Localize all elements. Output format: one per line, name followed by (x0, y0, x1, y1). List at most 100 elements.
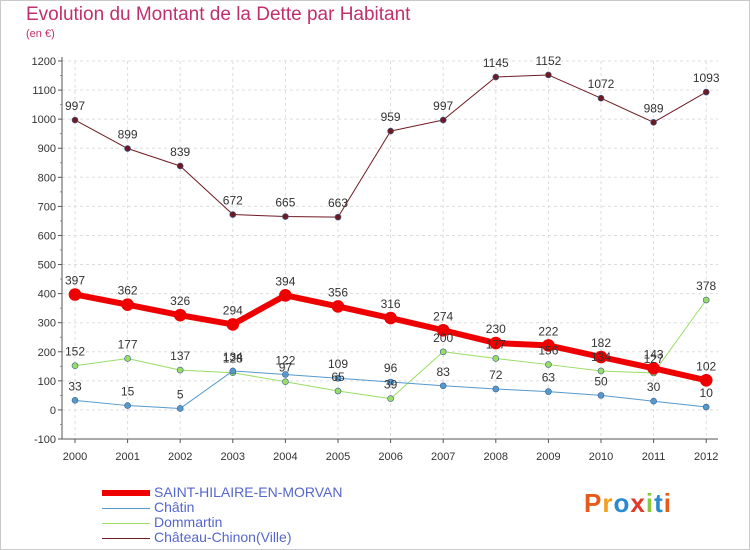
data-point-dommartin (492, 355, 500, 362)
data-label-ch-teau-chinon-ville: 997 (65, 99, 85, 113)
x-tick-label: 2007 (431, 451, 455, 463)
data-label-saint-hilaire-en-morvan: 356 (328, 285, 348, 299)
data-point-dommartin (334, 387, 342, 395)
data-point-dommartin (545, 361, 552, 368)
legend-swatch (102, 490, 150, 496)
data-label-saint-hilaire-en-morvan: 326 (170, 294, 190, 308)
logo-letter: P (584, 488, 603, 518)
data-label-saint-hilaire-en-morvan: 274 (433, 309, 453, 323)
data-point-ch-tin (71, 397, 79, 404)
data-label-saint-hilaire-en-morvan: 222 (538, 324, 558, 338)
data-label-saint-hilaire-en-morvan: 143 (644, 347, 664, 361)
logo-letter: i (663, 488, 672, 518)
data-point-dommartin (387, 395, 394, 402)
data-point-dommartin (176, 366, 184, 374)
y-tick-label: 600 (38, 230, 56, 242)
data-point-ch-teau-chinon-ville (650, 119, 657, 126)
data-point-ch-teau-chinon-ville (71, 116, 79, 124)
data-point-saint-hilaire-en-morvan (331, 300, 345, 313)
data-point-ch-tin (334, 374, 342, 382)
data-point-dommartin (702, 296, 710, 304)
data-label-dommartin: 128 (223, 352, 243, 366)
y-tick-label: 1100 (32, 85, 56, 97)
data-point-ch-teau-chinon-ville (387, 127, 394, 135)
logo-letter: r (602, 488, 614, 518)
logo-letter: o (613, 488, 631, 518)
chart-title: Evolution du Montant de la Dette par Hab… (26, 4, 411, 25)
x-tick-label: 2001 (115, 451, 139, 463)
logo-letter: x (630, 488, 646, 518)
data-label-dommartin: 378 (696, 279, 716, 293)
data-point-dommartin (282, 378, 289, 386)
x-tick-label: 2002 (168, 451, 192, 463)
logo-letter: i (645, 488, 655, 518)
data-point-saint-hilaire-en-morvan (699, 373, 713, 387)
data-point-saint-hilaire-en-morvan (489, 336, 503, 350)
chart-subtitle: (en €) (26, 28, 55, 40)
data-label-ch-teau-chinon-ville: 1145 (483, 56, 509, 70)
data-label-ch-teau-chinon-ville: 1093 (693, 71, 720, 85)
data-label-ch-tin: 15 (121, 385, 135, 399)
y-tick-label: -100 (34, 434, 56, 446)
data-point-ch-teau-chinon-ville (176, 162, 184, 170)
data-label-ch-teau-chinon-ville: 663 (328, 196, 348, 210)
data-point-saint-hilaire-en-morvan (226, 318, 240, 331)
grid (62, 60, 718, 440)
y-tick-label: 200 (38, 347, 56, 359)
legend-swatch (102, 522, 150, 524)
data-label-ch-tin: 63 (542, 371, 556, 385)
data-label-dommartin: 65 (331, 370, 345, 384)
data-label-ch-teau-chinon-ville: 839 (170, 145, 190, 159)
data-point-saint-hilaire-en-morvan (594, 350, 608, 364)
data-label-saint-hilaire-en-morvan: 394 (275, 274, 295, 288)
data-label-ch-tin: 134 (223, 350, 243, 364)
data-label-ch-teau-chinon-ville: 997 (433, 99, 453, 113)
data-point-ch-teau-chinon-ville (492, 73, 500, 81)
x-tick-label: 2012 (694, 451, 718, 463)
x-tick-label: 2008 (484, 451, 508, 463)
x-tick-label: 2000 (63, 451, 87, 463)
legend-swatch (102, 537, 150, 539)
data-label-ch-teau-chinon-ville: 665 (275, 196, 295, 210)
data-label-ch-tin: 5 (177, 387, 184, 401)
data-point-saint-hilaire-en-morvan (173, 308, 187, 322)
y-tick-label: 100 (38, 376, 56, 388)
data-label-dommartin: 137 (170, 349, 190, 363)
x-tick-label: 2004 (273, 451, 297, 463)
data-point-ch-teau-chinon-ville (597, 94, 605, 102)
x-tick-label: 2006 (378, 451, 402, 463)
data-point-saint-hilaire-en-morvan (436, 323, 450, 337)
legend-label: Châtin (154, 499, 195, 515)
data-label-ch-teau-chinon-ville: 899 (118, 128, 138, 142)
data-label-dommartin: 127 (644, 352, 664, 366)
data-point-ch-teau-chinon-ville (282, 213, 289, 220)
y-tick-label: 1200 (32, 56, 56, 68)
data-label-saint-hilaire-en-morvan: 362 (118, 284, 138, 298)
data-label-ch-tin: 10 (700, 386, 714, 400)
y-tick-label: 700 (38, 201, 56, 213)
y-tick-label: 800 (38, 172, 56, 184)
data-label-ch-teau-chinon-ville: 1152 (535, 54, 561, 68)
data-label-ch-tin: 72 (489, 368, 503, 382)
data-point-ch-teau-chinon-ville (702, 88, 710, 96)
data-label-ch-teau-chinon-ville: 1072 (588, 77, 615, 91)
data-point-saint-hilaire-en-morvan (279, 289, 292, 302)
data-label-ch-tin: 96 (384, 361, 398, 375)
data-point-ch-teau-chinon-ville (439, 116, 447, 124)
data-point-ch-tin (597, 392, 605, 399)
data-point-ch-tin (492, 385, 500, 393)
data-point-dommartin (71, 362, 79, 370)
data-label-dommartin: 152 (65, 345, 85, 359)
data-point-ch-tin (439, 382, 447, 390)
data-point-ch-tin (282, 371, 289, 378)
data-point-ch-tin (387, 378, 394, 386)
data-label-ch-tin: 30 (647, 380, 661, 394)
data-point-ch-teau-chinon-ville (545, 71, 552, 79)
data-label-saint-hilaire-en-morvan: 102 (696, 359, 716, 373)
y-tick-label: 400 (38, 289, 56, 301)
data-point-saint-hilaire-en-morvan (542, 339, 555, 352)
logo-letter: t (654, 488, 664, 518)
x-tick-label: 2003 (221, 451, 245, 463)
